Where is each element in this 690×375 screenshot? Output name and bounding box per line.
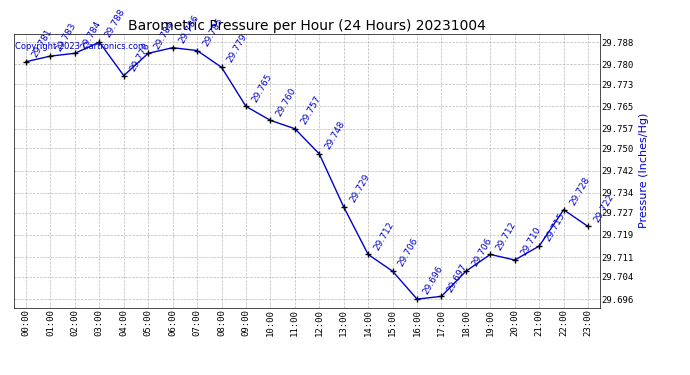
Text: 29.710: 29.710 xyxy=(519,225,542,257)
Text: 29.706: 29.706 xyxy=(470,237,493,268)
Text: 29.706: 29.706 xyxy=(397,237,420,268)
Text: 29.760: 29.760 xyxy=(275,86,298,118)
Text: 29.722: 29.722 xyxy=(592,192,615,224)
Text: 29.697: 29.697 xyxy=(446,262,469,294)
Text: 29.748: 29.748 xyxy=(324,119,347,151)
Text: 29.712: 29.712 xyxy=(495,220,518,252)
Text: 29.784: 29.784 xyxy=(79,19,103,51)
Text: 29.715: 29.715 xyxy=(543,211,567,243)
Text: 29.781: 29.781 xyxy=(30,27,54,59)
Text: 29.783: 29.783 xyxy=(55,21,78,53)
Y-axis label: Pressure (Inches/Hg): Pressure (Inches/Hg) xyxy=(640,113,649,228)
Text: 29.786: 29.786 xyxy=(177,13,200,45)
Text: 29.784: 29.784 xyxy=(152,19,176,51)
Text: 29.788: 29.788 xyxy=(104,8,127,39)
Text: 29.757: 29.757 xyxy=(299,94,322,126)
Text: 29.779: 29.779 xyxy=(226,33,249,64)
Text: 29.728: 29.728 xyxy=(568,175,591,207)
Text: 29.712: 29.712 xyxy=(373,220,396,252)
Text: Copyright 2023 Cartronics.com: Copyright 2023 Cartronics.com xyxy=(15,42,146,51)
Text: 29.696: 29.696 xyxy=(421,264,445,296)
Text: 29.785: 29.785 xyxy=(201,16,225,48)
Text: 29.729: 29.729 xyxy=(348,172,371,204)
Text: 29.765: 29.765 xyxy=(250,72,274,104)
Text: 29.776: 29.776 xyxy=(128,41,152,73)
Title: Barometric Pressure per Hour (24 Hours) 20231004: Barometric Pressure per Hour (24 Hours) … xyxy=(128,19,486,33)
